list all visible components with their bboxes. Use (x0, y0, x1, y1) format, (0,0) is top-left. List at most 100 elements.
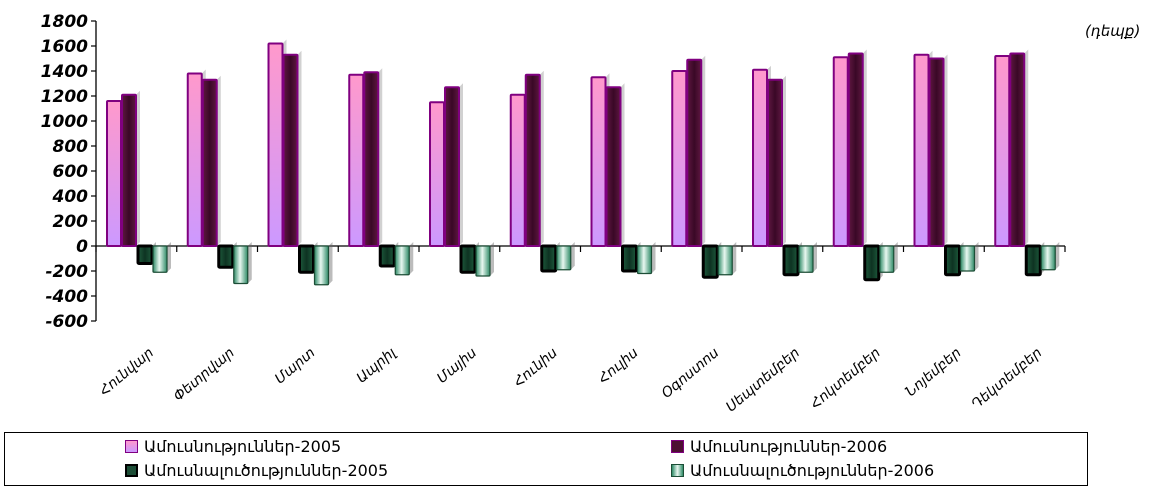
bar (879, 245, 895, 273)
bar (832, 56, 849, 247)
legend-swatch (125, 440, 138, 453)
bar (201, 78, 218, 247)
legend: Ամուսնություններ-2005 Ամուսնություններ-2… (4, 432, 1088, 486)
legend-item-divorces-2005: Ամուսնալուծություններ-2005 (125, 461, 388, 480)
legend-item-divorces-2006: Ամուսնալուծություններ-2006 (671, 461, 934, 480)
x-tick-label: Հոկտեմբեր (808, 345, 884, 412)
unit-label: (դեպք) (1085, 22, 1140, 40)
bar (605, 86, 622, 247)
legend-label: Ամուսնություններ-2006 (690, 437, 888, 456)
bar (186, 72, 203, 247)
bar (509, 93, 526, 247)
y-tick-label: -200 (45, 262, 88, 282)
bar (106, 100, 122, 247)
bar (767, 78, 783, 247)
x-tick-label: Հունվար (97, 345, 157, 399)
chart: 1800 1600 1400 1200 1000 800 600 400 200 0 -200 -40… (41, 12, 1141, 416)
bar-side (974, 242, 979, 271)
y-tick-label: 1200 (41, 87, 88, 107)
bar (282, 53, 299, 247)
bar (782, 244, 800, 277)
bar (540, 244, 558, 273)
bar-side (732, 242, 737, 275)
bar (363, 71, 380, 247)
y-tick-label: -600 (45, 312, 88, 332)
bar (152, 245, 168, 273)
x-tick-label: Նոյեմբեր (903, 345, 965, 401)
bar (313, 245, 330, 286)
legend-swatch (671, 464, 684, 477)
bar (475, 245, 491, 277)
bar (429, 101, 445, 247)
bar (1024, 244, 1042, 277)
bar (524, 73, 541, 247)
bar (928, 57, 945, 247)
y-tick-label: 400 (52, 187, 89, 207)
y-tick-label: 600 (53, 162, 89, 182)
y-tick-label: 200 (53, 212, 89, 232)
bar (590, 76, 607, 247)
legend-item-marriages-2005: Ամուսնություններ-2005 (125, 437, 341, 456)
bar-side (570, 242, 575, 270)
bar (556, 245, 572, 271)
bar (994, 55, 1011, 247)
y-tick-label: 1400 (41, 62, 88, 82)
bar (121, 93, 137, 247)
bar (913, 53, 930, 247)
x-tick-label: Մայիս (434, 345, 480, 387)
bar (267, 42, 284, 247)
y-tick-label: -400 (45, 287, 88, 307)
bar (459, 244, 477, 274)
bar (378, 244, 396, 268)
bar (1040, 245, 1056, 271)
x-tick-label: Ապրիլ (354, 345, 400, 387)
bar (959, 245, 976, 272)
bar-side (813, 242, 817, 273)
bar (752, 68, 768, 247)
bar (636, 245, 653, 275)
x-tick-label: Դեկտեմբեր (969, 345, 1045, 413)
legend-swatch (671, 440, 684, 453)
x-tick-label: Հունիս (511, 345, 561, 391)
bar-side (167, 242, 171, 273)
bar-side (651, 242, 656, 274)
bar (1009, 52, 1026, 247)
bar (348, 73, 365, 247)
x-tick-label: Փետրվար (171, 345, 238, 405)
bar-side (1055, 242, 1060, 270)
bar (863, 244, 881, 282)
bar (701, 244, 719, 279)
y-tick-label: 1600 (41, 37, 88, 57)
bar-side (328, 242, 333, 285)
legend-swatch (125, 464, 138, 477)
bar (847, 52, 864, 247)
bar (717, 245, 733, 276)
y-tick-label: 1800 (41, 12, 88, 32)
bar-side (490, 242, 494, 276)
bar-side (409, 242, 414, 275)
legend-label: Ամուսնություններ-2005 (144, 437, 342, 456)
y-tick-label: 1000 (41, 112, 88, 132)
bar (671, 70, 688, 247)
bar (944, 244, 961, 277)
bar-side (893, 242, 898, 273)
bar (394, 245, 410, 276)
bar (217, 244, 235, 269)
bar-side (247, 242, 252, 284)
bar (686, 58, 703, 247)
y-tick-label: 0 (76, 237, 88, 257)
legend-label: Ամուսնալուծություններ-2006 (690, 461, 935, 480)
bar (621, 244, 638, 273)
bar (798, 245, 814, 273)
bar (136, 244, 154, 265)
x-tick-label: Սեպտեմբեր (723, 345, 803, 416)
legend-label: Ամուսնալուծություններ-2005 (144, 461, 389, 480)
y-tick-label: 800 (53, 137, 89, 157)
bar (298, 244, 315, 274)
bar (233, 245, 249, 285)
x-tick-label: Օգոստոս (659, 345, 723, 402)
x-tick-label: Հուլիս (596, 345, 642, 387)
bar (444, 86, 460, 247)
legend-item-marriages-2006: Ամուսնություններ-2006 (671, 437, 887, 456)
x-tick-label: Մարտ (272, 345, 318, 388)
